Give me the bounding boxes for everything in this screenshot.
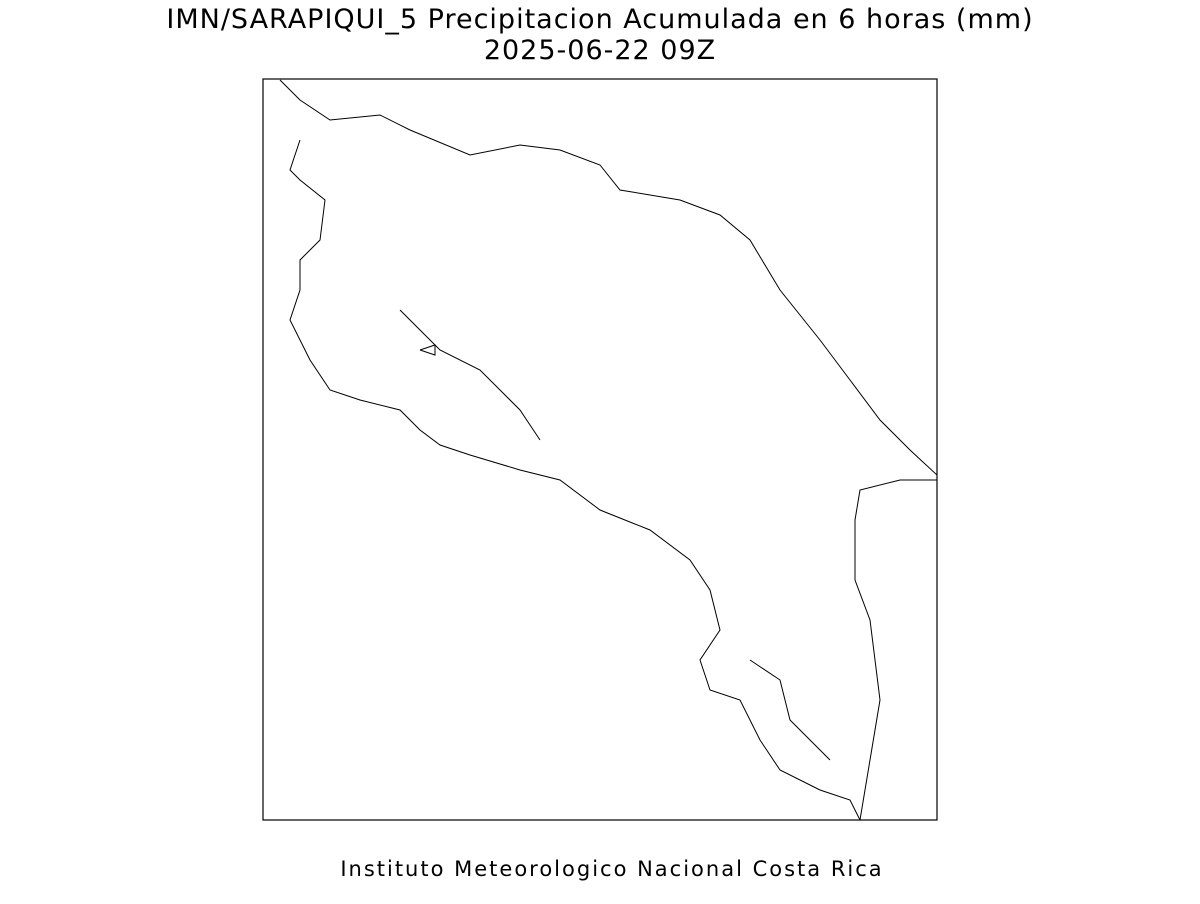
- map-frame: [262, 78, 938, 821]
- coastlines: [279, 79, 937, 820]
- map-subtitle: 2025-06-22 09Z: [484, 35, 716, 66]
- map-title: IMN/SARAPIQUI_5 Precipitacion Acumulada …: [166, 4, 1033, 35]
- footer: Instituto Meteorologico Nacional Costa R…: [340, 857, 883, 881]
